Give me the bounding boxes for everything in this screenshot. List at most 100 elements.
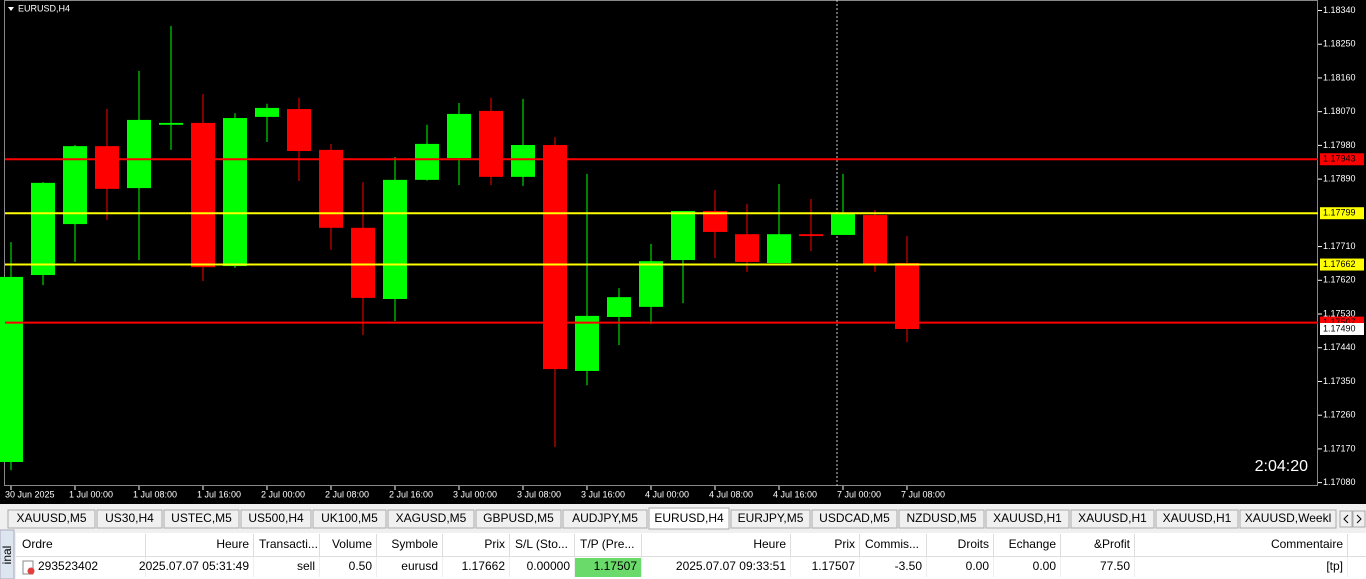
column-header[interactable]: Echange	[1009, 537, 1057, 551]
x-tick-label: 1 Jul 08:00	[133, 489, 177, 499]
candle-body	[671, 210, 695, 261]
level-label: 1.17799	[1323, 208, 1356, 218]
table-cell: [tp]	[1326, 559, 1343, 573]
tab[interactable]	[1239, 509, 1337, 529]
x-tick-label: 2 Jul 00:00	[261, 489, 305, 499]
tab[interactable]	[475, 509, 562, 529]
tab[interactable]	[898, 509, 985, 529]
tab[interactable]	[562, 509, 648, 529]
tab[interactable]	[387, 509, 475, 529]
candle-body	[383, 179, 407, 300]
column-header[interactable]: Prix	[484, 537, 505, 551]
candle-body	[127, 119, 151, 189]
tab[interactable]	[312, 509, 387, 529]
tab[interactable]	[1070, 509, 1155, 529]
order-icon-badge	[27, 567, 35, 575]
candle-body	[767, 234, 791, 264]
column-header[interactable]: &Profit	[1094, 537, 1131, 551]
column-header[interactable]: Symbole	[391, 537, 438, 551]
y-tick-label: 1.17350	[1323, 376, 1356, 386]
tab-label: UK100,M5	[321, 511, 378, 525]
column-header[interactable]: Volume	[332, 537, 372, 551]
candle-body	[575, 315, 599, 371]
tab-label: EURUSD,H4	[654, 511, 724, 525]
tab-label: US30,H4	[105, 511, 154, 525]
tab-label: USDCAD,M5	[819, 511, 890, 525]
tab[interactable]	[7, 509, 96, 529]
tab[interactable]	[730, 509, 811, 529]
tab[interactable]	[163, 509, 240, 529]
chart-title: EURUSD,H4	[18, 3, 70, 13]
candle-body	[799, 234, 823, 237]
x-tick-label: 7 Jul 08:00	[901, 489, 945, 499]
tab-scroll-left-icon	[1343, 514, 1349, 524]
candle-body	[479, 110, 503, 177]
candle-body	[287, 109, 311, 152]
candle-body	[255, 107, 279, 117]
column-header[interactable]: Prix	[834, 537, 855, 551]
tab-scroll-left[interactable]	[1339, 510, 1353, 528]
table-cell: 0.50	[349, 559, 373, 573]
tab-label: AUDJPY,M5	[572, 511, 638, 525]
x-tick-label: 2 Jul 16:00	[389, 489, 433, 499]
y-tick-label: 1.18250	[1323, 39, 1356, 49]
column-header[interactable]: Transacti...	[259, 537, 318, 551]
table-cell: sell	[297, 559, 315, 573]
candle-body	[447, 113, 471, 159]
sidebar	[0, 529, 15, 579]
column-header[interactable]: Commentaire	[1271, 537, 1343, 551]
y-tick-label: 1.17440	[1323, 342, 1356, 352]
column-header[interactable]: S/L (Sto...	[515, 537, 568, 551]
tab[interactable]	[648, 507, 730, 530]
tab[interactable]	[96, 509, 163, 529]
table-cell: 1.17662	[462, 559, 506, 573]
tab-label: XAGUSD,M5	[396, 511, 467, 525]
candle-body	[159, 122, 183, 125]
x-tick-label: 4 Jul 08:00	[709, 489, 753, 499]
price-label-bg	[1320, 322, 1364, 335]
tab[interactable]	[985, 509, 1070, 529]
column-header[interactable]: T/P (Pre...	[580, 537, 634, 551]
tab-label: XAUUSD,H1	[1163, 511, 1232, 525]
level-label-bg	[1320, 207, 1364, 220]
menu-arrow[interactable]	[8, 7, 14, 11]
candle-body	[863, 215, 887, 265]
x-tick-label: 30 Jun 2025	[5, 489, 55, 499]
y-tick-label: 1.17710	[1323, 241, 1356, 251]
tab[interactable]	[1155, 509, 1239, 529]
candle-body	[511, 145, 535, 177]
level-label: 1.17662	[1323, 259, 1356, 269]
x-tick-label: 1 Jul 00:00	[69, 489, 113, 499]
x-tick-label: 1 Jul 16:00	[197, 489, 241, 499]
table-cell: 0.00	[1033, 559, 1057, 573]
column-header[interactable]: Heure	[216, 537, 249, 551]
y-tick-label: 1.18160	[1323, 72, 1356, 82]
level-label-bg	[1320, 153, 1364, 166]
table-cell: -3.50	[895, 559, 923, 573]
order-icon	[22, 560, 34, 575]
candle-body	[191, 122, 215, 268]
tab-scroll-right[interactable]	[1352, 510, 1366, 528]
table-cell: 1.17507	[594, 559, 638, 573]
candle-body	[607, 297, 631, 318]
tab[interactable]	[811, 509, 898, 529]
level-label: 1.17943	[1323, 154, 1356, 164]
tab-label: GBPUSD,M5	[483, 511, 554, 525]
tab-scroll-right-icon	[1356, 514, 1362, 524]
column-header[interactable]: Heure	[753, 537, 786, 551]
level-label: 1.17507	[1323, 317, 1356, 327]
x-tick-label: 3 Jul 00:00	[453, 489, 497, 499]
level-label-bg	[1320, 258, 1364, 271]
x-tick-label: 3 Jul 16:00	[581, 489, 625, 499]
y-tick-label: 1.17170	[1323, 443, 1356, 453]
column-header[interactable]: Commis...	[865, 537, 919, 551]
candle-body	[735, 234, 759, 262]
column-header[interactable]: Ordre	[22, 537, 53, 551]
table-cell: 293523402	[38, 559, 98, 573]
candle-body	[351, 227, 375, 298]
tab[interactable]	[240, 509, 312, 529]
column-header[interactable]: Droits	[958, 537, 989, 551]
y-tick-label: 1.17260	[1323, 410, 1356, 420]
candle-body	[895, 263, 919, 329]
